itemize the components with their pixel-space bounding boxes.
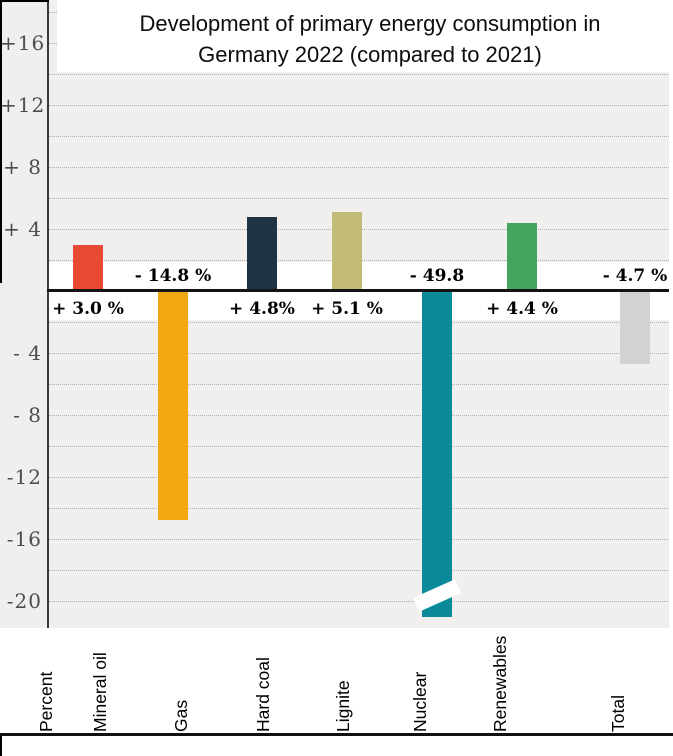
y-tick-label-16: +16 [0,31,46,55]
frame-border-left-lower [0,736,2,756]
y-tick-label--8: - 8 [13,403,42,427]
value-label-hard-coal: + 4.8% [229,299,295,319]
y-gridline--12 [49,477,669,478]
value-label-renewables: + 4.4 % [486,299,558,319]
y-tick-label-8: + 8 [3,155,42,179]
value-label-total: - 4.7 % [602,266,668,286]
category-label-nuclear: Nuclear [410,671,430,732]
frame-border-left [0,0,2,283]
y-gridline--16 [49,539,669,540]
zero-baseline [47,289,669,292]
bar-renewables [507,222,537,291]
y-tick-label--16: -16 [6,527,42,551]
y-gridline--20 [49,601,669,602]
title-background [57,0,673,72]
y-axis-line [47,0,49,628]
y-axis-unit-label: Percent [36,671,56,732]
category-label-total: Total [608,695,628,732]
y-gridline--4 [49,353,669,354]
y-tick-label-12: +12 [0,93,46,117]
bar-mineral-oil [73,244,103,291]
category-label-lignite: Lignite [333,680,353,732]
value-label-nuclear: - 49.8 [409,266,465,286]
y-gridline-8 [49,167,669,168]
category-label-renewables: Renewables [490,635,510,732]
y-gridline--18 [49,570,669,571]
y-gridline--2 [49,322,669,323]
bar-hard-coal [247,216,277,291]
value-label-gas: - 14.8 % [134,266,212,286]
y-tick-label--20: -20 [6,589,42,613]
y-gridline-6 [49,198,669,199]
y-gridline--10 [49,446,669,447]
category-label-mineral-oil: Mineral oil [90,652,110,732]
value-label-lignite: + 5.1 % [311,299,383,319]
bar-total [620,291,650,364]
value-label-mineral-oil: + 3.0 % [52,299,124,319]
chart-title: Development of primary energy consumptio… [139,11,601,67]
bar-nuclear [422,291,452,617]
y-gridline-12 [49,105,669,106]
y-gridline-14 [49,74,669,75]
y-tick-label--12: -12 [6,465,42,489]
y-gridline--14 [49,508,669,509]
category-label-gas: Gas [171,699,191,732]
bar-lignite [332,211,362,291]
y-tick-label--4: - 4 [13,341,42,365]
category-label-hard-coal: Hard coal [253,657,273,732]
frame-bottom-rule [0,733,673,736]
y-tick-label-4: + 4 [3,217,42,241]
y-gridline--8 [49,415,669,416]
y-gridline--6 [49,384,669,385]
y-gridline-10 [49,136,669,137]
frame-border-top [0,0,49,2]
bar-gas [158,291,188,521]
